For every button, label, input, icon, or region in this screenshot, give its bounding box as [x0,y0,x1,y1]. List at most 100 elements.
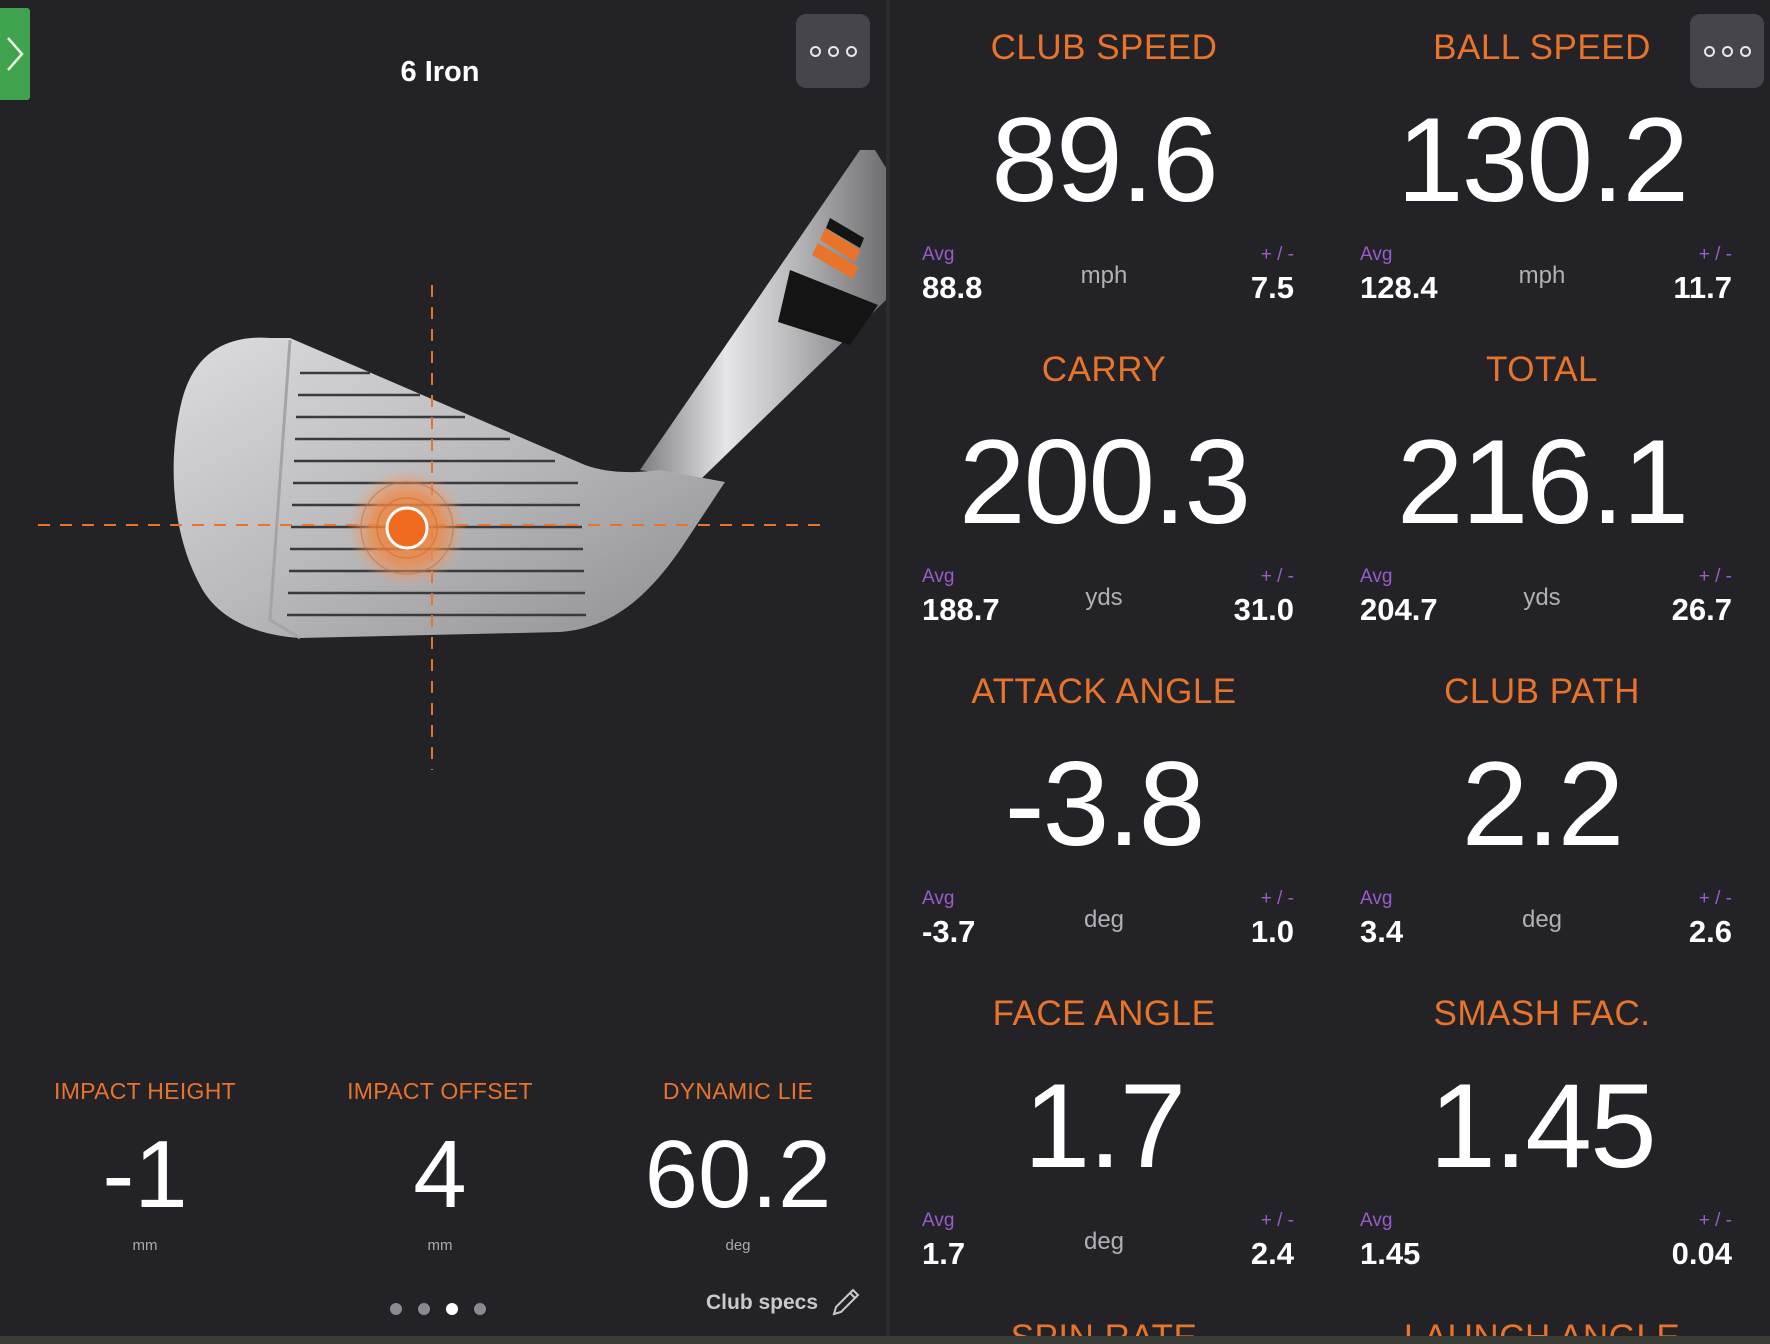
club-head-illustration [38,150,886,770]
metric-value: 130.2 [1396,93,1689,227]
metric-label: CLUB SPEED [990,28,1218,67]
more-options-dot [1739,45,1751,57]
avg-value: 188.7 [922,592,1000,627]
metric-label: CARRY [1041,350,1167,389]
plus-minus-value: 2.4 [1250,1236,1294,1271]
avg-label: Avg [922,888,955,909]
metric-unit: mph [1080,262,1128,289]
plus-minus-value: 7.5 [1250,270,1294,305]
plus-minus-label: + / - [1260,566,1294,587]
bottom-edge-strip [0,1336,1770,1344]
metric-unit: yds [1523,584,1561,611]
metric-label: CLUB PATH [1444,672,1640,711]
plus-minus-value: 1.0 [1250,914,1294,949]
avg-label: Avg [1360,244,1393,265]
avg-value: 204.7 [1360,592,1438,627]
avg-label: Avg [922,244,955,265]
page-dot-3[interactable] [446,1303,458,1315]
metric-label: TOTAL [1485,350,1599,389]
panel-divider [886,0,890,1336]
metric-value: 200.3 [958,415,1251,549]
page-dot-1[interactable] [390,1303,402,1315]
avg-label: Avg [1360,888,1393,909]
metric-ball-speed[interactable]: BALL SPEED 130.2 Avg 128.4 mph + / - 11.… [1332,0,1752,320]
club-more-options-button[interactable] [796,14,870,88]
more-options-dot [845,45,857,57]
more-options-dot [827,45,839,57]
metrics-more-options-button[interactable] [1690,14,1764,88]
more-options-dot [1721,45,1733,57]
metric-value: 89.6 [991,93,1219,227]
avg-label: Avg [1360,566,1393,587]
metric-club-path[interactable]: CLUB PATH 2.2 Avg 3.4 deg + / - 2.6 [1332,644,1752,964]
plus-minus-label: + / - [1698,566,1732,587]
avg-value: 1.45 [1360,1236,1421,1271]
plus-minus-value: 26.7 [1671,592,1732,627]
metric-unit: deg [1521,906,1563,933]
metric-label: FACE ANGLE [992,994,1216,1033]
plus-minus-value: 31.0 [1233,592,1294,627]
expand-tab[interactable] [0,8,30,100]
metric-carry[interactable]: CARRY 200.3 Avg 188.7 yds + / - 31.0 [894,322,1314,642]
metric-value: -3.8 [1004,737,1206,871]
avg-value: 3.4 [1360,914,1404,949]
impact-point-marker [385,506,429,550]
plus-minus-value: 2.6 [1688,914,1732,949]
impact-offset-unit: mm [427,1237,453,1254]
dynamic-lie-metric: DYNAMIC LIE 60.2 deg [593,1078,883,1254]
impact-height-value: -1 [102,1121,188,1228]
metric-attack-angle[interactable]: ATTACK ANGLE -3.8 Avg -3.7 deg + / - 1.0 [894,644,1314,964]
impact-offset-label: IMPACT OFFSET [347,1078,533,1104]
metric-unit: deg [1083,906,1125,933]
club-panel: 6 Iron [0,0,886,1336]
impact-height-metric: IMPACT HEIGHT -1 mm [0,1078,290,1254]
avg-value: 1.7 [922,1236,966,1271]
plus-minus-label: + / - [1698,244,1732,265]
avg-value: 88.8 [922,270,983,305]
impact-hex-pattern [360,481,454,575]
metric-value: 216.1 [1396,415,1689,549]
page-dot-2[interactable] [418,1303,430,1315]
metric-total[interactable]: TOTAL 216.1 Avg 204.7 yds + / - 26.7 [1332,322,1752,642]
club-specs-button[interactable]: Club specs [706,1286,862,1320]
metric-launch-angle-label[interactable]: LAUNCH ANGLE [1332,1318,1752,1336]
metric-club-speed[interactable]: CLUB SPEED 89.6 Avg 88.8 mph + / - 7.5 [894,0,1314,320]
avg-value: 128.4 [1360,270,1438,305]
metric-spin-rate-label[interactable]: SPIN RATE [894,1318,1314,1336]
plus-minus-value: 11.7 [1673,270,1732,305]
metric-value: 2.2 [1461,737,1625,871]
plus-minus-label: + / - [1698,1210,1732,1231]
metric-value: 1.45 [1429,1059,1657,1193]
impact-height-unit: mm [132,1237,158,1254]
metric-unit: yds [1085,584,1123,611]
page-dot-4[interactable] [474,1303,486,1315]
plus-minus-value: 0.04 [1671,1236,1732,1271]
club-shaft [640,150,886,480]
avg-label: Avg [1360,1210,1393,1231]
metric-unit: mph [1518,262,1566,289]
avg-label: Avg [922,1210,955,1231]
dynamic-lie-unit: deg [725,1237,751,1254]
pencil-icon [832,1288,860,1316]
more-options-icon [1703,45,1715,57]
metric-face-angle[interactable]: FACE ANGLE 1.7 Avg 1.7 deg + / - 2.4 [894,966,1314,1286]
metric-value: 1.7 [1023,1059,1187,1193]
club-name: 6 Iron [400,56,480,88]
dynamic-lie-value: 60.2 [644,1121,832,1228]
metric-label: BALL SPEED [1433,28,1651,67]
chevron-right-icon [7,37,24,71]
dynamic-lie-label: DYNAMIC LIE [662,1078,814,1104]
page-indicator [390,1303,486,1315]
metric-unit: deg [1083,1228,1125,1255]
metric-label: ATTACK ANGLE [971,672,1237,711]
plus-minus-label: + / - [1260,888,1294,909]
avg-value: -3.7 [922,914,976,949]
impact-offset-metric: IMPACT OFFSET 4 mm [295,1078,585,1254]
avg-label: Avg [922,566,955,587]
impact-offset-value: 4 [413,1121,467,1228]
metrics-panel: CLUB SPEED 89.6 Avg 88.8 mph + / - 7.5 B… [890,0,1770,1336]
metric-smash-factor[interactable]: SMASH FAC. 1.45 Avg 1.45 + / - 0.04 [1332,966,1752,1286]
plus-minus-label: + / - [1260,1210,1294,1231]
more-options-icon [809,45,821,57]
plus-minus-label: + / - [1260,244,1294,265]
